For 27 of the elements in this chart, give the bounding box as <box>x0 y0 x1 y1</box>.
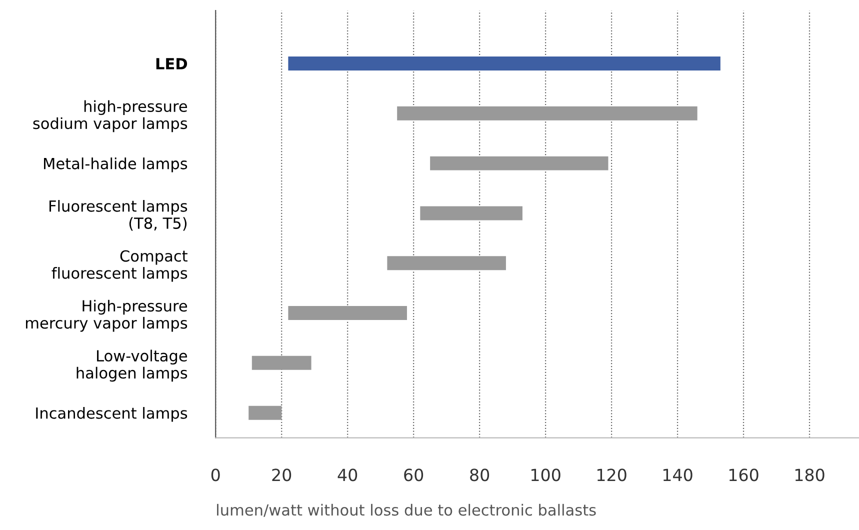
bar <box>430 156 608 170</box>
x-tick-label: 140 <box>663 468 692 482</box>
bar <box>288 306 407 320</box>
x-tick-label: 180 <box>795 468 824 482</box>
x-tick-label: 120 <box>597 468 626 482</box>
x-tick-label: 100 <box>531 468 560 482</box>
x-tick-label: 160 <box>729 468 758 482</box>
x-tick-label: 40 <box>338 468 358 482</box>
bar <box>252 356 312 370</box>
y-tick-label: Compact fluorescent lamps <box>52 250 188 282</box>
x-tick-label: 20 <box>272 468 292 482</box>
x-tick-label: 0 <box>211 468 220 482</box>
y-tick-label: LED <box>156 58 188 70</box>
x-axis-title: lumen/watt without loss due to electronic ballasts <box>217 504 596 517</box>
bar <box>397 106 698 120</box>
bar <box>288 56 720 70</box>
y-tick-label: Fluorescent lamps (T8, T5) <box>50 200 188 231</box>
y-tick-label: High-pressure mercury vapor lamps <box>26 300 188 332</box>
y-tick-label: Metal-halide lamps <box>44 158 188 172</box>
x-tick-label: 80 <box>470 468 490 482</box>
y-tick-label: Incandescent lamps <box>36 407 188 422</box>
bar <box>420 206 522 220</box>
y-tick-label: high-pressure sodium vapor lamps <box>33 100 188 132</box>
y-tick-label: Low-voltage halogen lamps <box>76 350 188 382</box>
bar <box>248 406 282 420</box>
bar <box>387 256 506 270</box>
x-tick-label: 60 <box>404 468 424 482</box>
